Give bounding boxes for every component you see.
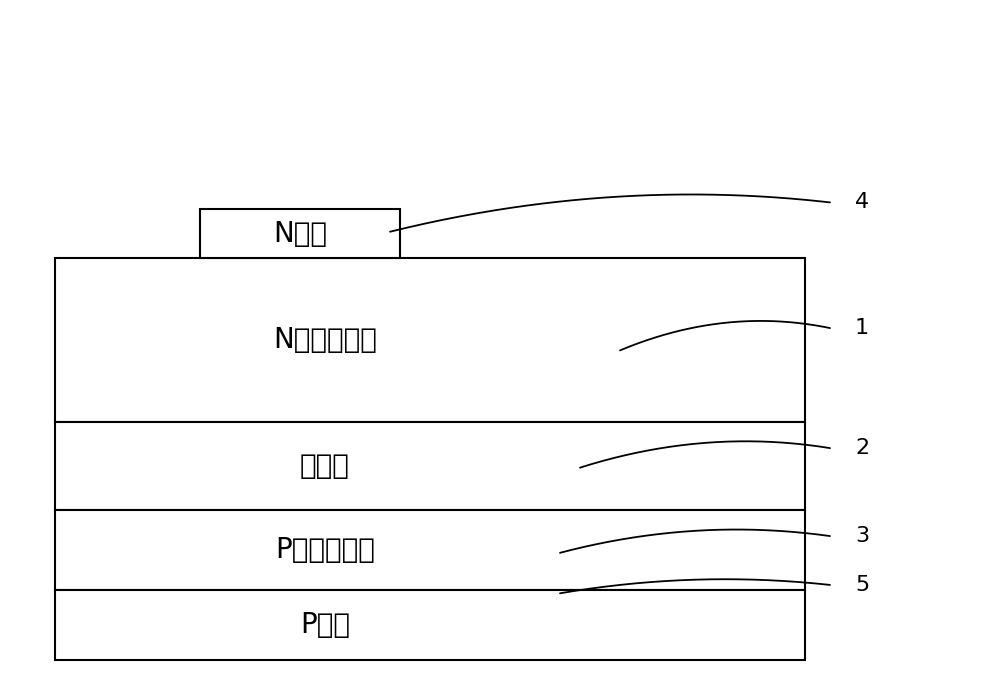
Text: N电极: N电极	[273, 220, 327, 248]
Text: N型半导体层: N型半导体层	[273, 326, 377, 355]
Bar	[55, 510, 805, 590]
Bar	[55, 590, 805, 660]
Text: 有源层: 有源层	[300, 452, 350, 480]
Text: 4: 4	[855, 193, 869, 212]
Text: 5: 5	[855, 575, 869, 595]
Text: 2: 2	[855, 438, 869, 458]
Bar	[200, 209, 400, 258]
Text: 3: 3	[855, 526, 869, 546]
Bar	[55, 422, 805, 510]
Text: P电极: P电极	[300, 611, 350, 639]
Text: 1: 1	[855, 318, 869, 338]
Text: P型半导体层: P型半导体层	[275, 535, 375, 564]
Bar	[55, 258, 805, 422]
